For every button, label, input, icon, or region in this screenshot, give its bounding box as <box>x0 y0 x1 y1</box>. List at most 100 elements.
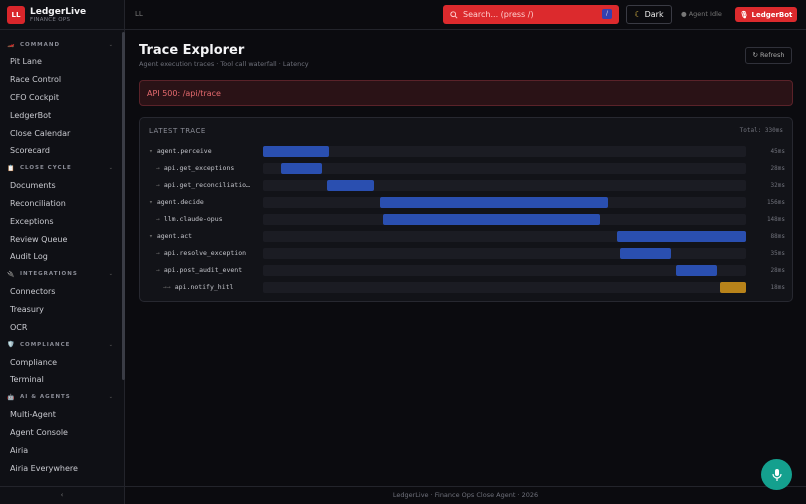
span-name: → api.post_audit_event <box>149 266 257 274</box>
span-bar[interactable] <box>380 197 609 208</box>
sidebar-item[interactable]: Reconciliation <box>10 198 66 208</box>
sidebar-item[interactable]: Multi-Agent <box>10 410 56 420</box>
span-track <box>263 265 746 276</box>
sidebar-item[interactable]: Documents <box>10 181 56 191</box>
span-prefix: → <box>156 164 160 172</box>
span-duration: 28ms <box>770 267 785 274</box>
trace-row[interactable]: ▾ agent.decide 156ms <box>140 197 794 209</box>
theme-label: Dark <box>644 10 664 19</box>
span-name: →→ api.notify_hitl <box>149 283 257 291</box>
sidebar-section-header[interactable]: 📋 CLOSE CYCLE ⌄ <box>0 160 120 177</box>
trace-row[interactable]: → llm.claude-opus 148ms <box>140 214 794 226</box>
sidebar-item[interactable]: Race Control <box>10 75 62 85</box>
span-track <box>263 248 746 259</box>
sidebar-item[interactable]: Audit Log <box>10 252 48 262</box>
collapse-sidebar-button[interactable]: ‹ <box>0 486 124 504</box>
span-bar[interactable] <box>383 214 600 225</box>
span-duration: 28ms <box>770 165 785 172</box>
page-title: Trace Explorer <box>139 43 245 58</box>
refresh-button[interactable]: ↻ Refresh <box>745 47 792 64</box>
breadcrumb[interactable]: LL <box>135 10 143 18</box>
sidebar-item[interactable]: Review Queue <box>10 234 68 244</box>
trace-row[interactable]: → api.resolve_exception 35ms <box>140 248 794 260</box>
chevron-down-icon: ⌄ <box>108 341 114 348</box>
span-duration: 35ms <box>770 250 785 257</box>
trace-row[interactable]: ▾ agent.act 88ms <box>140 231 794 243</box>
topbar: LL Search... (press /) / ☾ Dark ● Agent I… <box>125 0 806 30</box>
span-track <box>263 146 746 157</box>
span-prefix: → <box>156 266 160 274</box>
span-track <box>263 163 746 174</box>
sidebar-item[interactable]: Airia <box>10 445 29 455</box>
section-title: COMMAND <box>20 41 61 48</box>
section-title: COMPLIANCE <box>20 341 71 348</box>
sidebar-item[interactable]: OCR <box>10 322 28 332</box>
logo: LL <box>7 5 25 24</box>
sidebar-item[interactable]: CFO Cockpit <box>10 92 59 102</box>
sidebar-section-header[interactable]: 🔌 INTEGRATIONS ⌄ <box>0 266 120 283</box>
trace-row[interactable]: →→ api.notify_hitl 18ms <box>140 282 794 294</box>
trace-total: Total: 330ms <box>739 127 783 134</box>
span-name: ▾ agent.act <box>149 232 257 240</box>
sidebar-section-header[interactable]: 🤖 AI & AGENTS ⌄ <box>0 389 120 406</box>
span-prefix: → <box>156 249 160 257</box>
span-name: → llm.claude-opus <box>149 215 257 223</box>
trace-row[interactable]: ▾ agent.perceive 45ms <box>140 146 794 158</box>
section-icon: 🔌 <box>7 270 16 278</box>
sidebar-section-header[interactable]: 🏎️ COMMAND ⌄ <box>0 36 120 53</box>
span-bar[interactable] <box>263 146 329 157</box>
span-bar[interactable] <box>719 282 746 293</box>
sidebar-item[interactable]: LedgerBot <box>10 110 52 120</box>
sidebar-item[interactable]: Close Calendar <box>10 128 71 138</box>
sidebar-item[interactable]: Pit Lane <box>10 57 42 67</box>
section-icon: 📋 <box>7 164 16 172</box>
ledgerbot-button[interactable]: 🎙 LedgerBot <box>735 7 797 22</box>
span-track <box>263 231 746 242</box>
span-duration: 88ms <box>770 233 785 240</box>
span-duration: 45ms <box>770 148 785 155</box>
sidebar-item[interactable]: Exceptions <box>10 216 54 226</box>
sidebar-item[interactable]: Scorecard <box>10 146 50 156</box>
span-track <box>263 180 746 191</box>
span-bar[interactable] <box>327 180 375 191</box>
span-label: agent.decide <box>156 198 204 206</box>
page-subtitle: Agent execution traces · Tool call water… <box>139 60 309 68</box>
section-icon: 🛡️ <box>7 341 16 349</box>
trace-title: LATEST TRACE <box>149 127 206 135</box>
sidebar-item[interactable]: Agent Console <box>10 427 68 437</box>
span-bar[interactable] <box>280 163 322 174</box>
span-bar[interactable] <box>620 248 672 259</box>
span-label: agent.act <box>156 232 193 240</box>
span-duration: 18ms <box>770 284 785 291</box>
theme-toggle-button[interactable]: ☾ Dark <box>626 5 672 24</box>
span-label: api.get_reconciliatio… <box>163 181 250 189</box>
sidebar-item[interactable]: Treasury <box>10 304 44 314</box>
section-icon: 🤖 <box>7 393 16 401</box>
sidebar-item[interactable]: Airia Everywhere <box>10 463 78 473</box>
span-prefix: ▾ <box>149 147 153 155</box>
sidebar-item[interactable]: Compliance <box>10 357 58 367</box>
span-prefix: → <box>156 215 160 223</box>
trace-row[interactable]: → api.get_reconciliatio… 32ms <box>140 180 794 192</box>
sidebar-scrollbar[interactable] <box>122 32 125 380</box>
span-label: agent.perceive <box>156 147 212 155</box>
sidebar-section-header[interactable]: 🛡️ COMPLIANCE ⌄ <box>0 336 120 353</box>
span-prefix: ▾ <box>149 198 153 206</box>
trace-row[interactable]: → api.post_audit_event 28ms <box>140 265 794 277</box>
voice-button[interactable] <box>761 459 792 490</box>
section-title: INTEGRATIONS <box>20 271 78 278</box>
chevron-down-icon: ⌄ <box>108 165 114 172</box>
span-bar[interactable] <box>617 231 746 242</box>
sidebar-item[interactable]: Terminal <box>10 375 44 385</box>
brand-subtitle: FINANCE OPS <box>30 16 71 23</box>
search-input[interactable]: Search... (press /) / <box>443 5 619 24</box>
footer: LedgerLive · Finance Ops Close Agent · 2… <box>125 486 806 504</box>
brand[interactable]: LL LedgerLive FINANCE OPS <box>0 0 124 30</box>
span-label: api.resolve_exception <box>163 249 247 257</box>
span-bar[interactable] <box>675 265 717 276</box>
trace-row[interactable]: → api.get_exceptions 28ms <box>140 163 794 175</box>
span-label: api.get_exceptions <box>163 164 235 172</box>
span-duration: 156ms <box>766 199 785 206</box>
sidebar-item[interactable]: Connectors <box>10 287 56 297</box>
span-prefix: →→ <box>163 283 171 291</box>
